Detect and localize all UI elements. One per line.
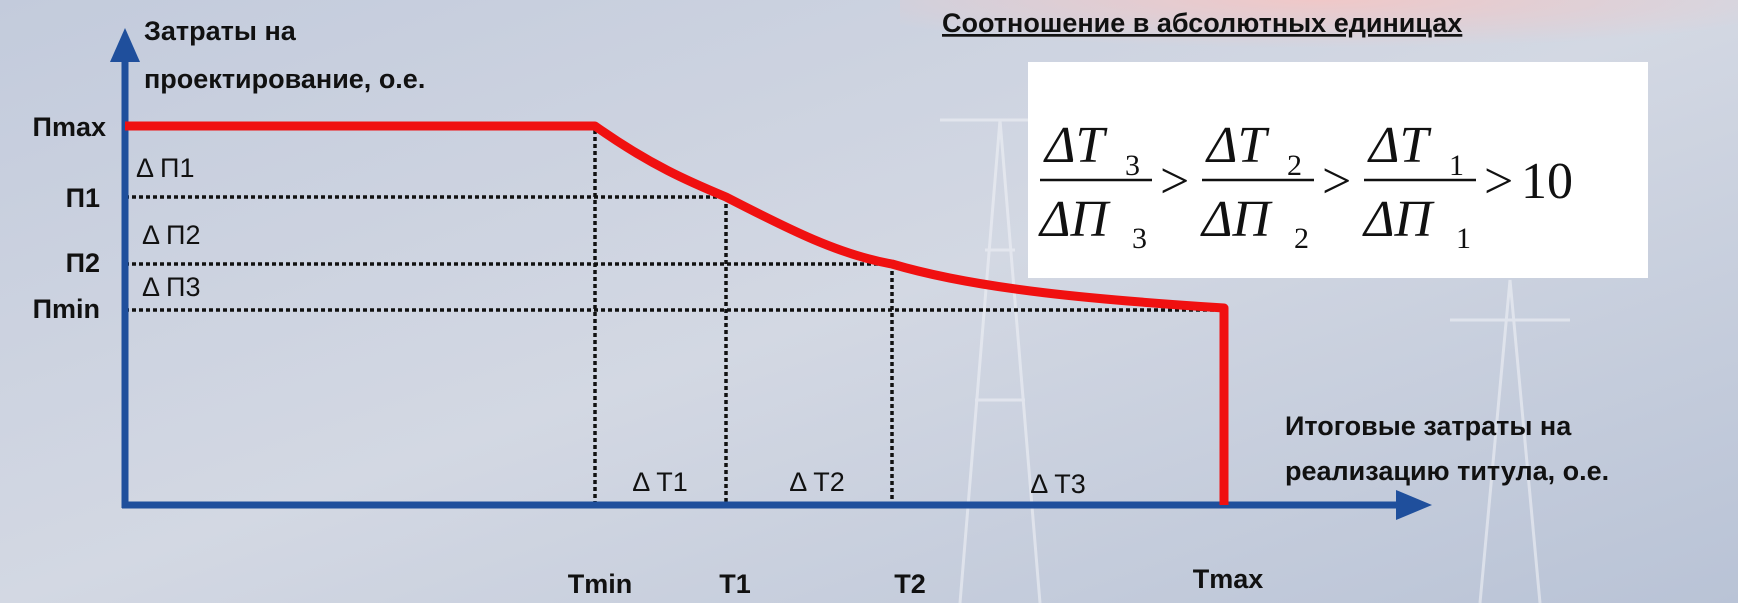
subscript: 3 — [1132, 222, 1147, 255]
relation: > — [1484, 153, 1513, 210]
x-level: T2 — [894, 569, 926, 599]
x-level: T1 — [719, 569, 751, 599]
subscript: 1 — [1456, 222, 1471, 255]
numerator: ΔT — [1205, 117, 1270, 174]
x-axis-label: реализацию титула, о.е. — [1285, 456, 1609, 486]
x-level: Tmin — [568, 569, 633, 599]
y-level: Пmax — [33, 112, 106, 142]
numerator: ΔT — [1367, 117, 1432, 174]
x-axis-label: Итоговые затраты на — [1285, 411, 1572, 441]
y-delta: Δ П3 — [142, 272, 200, 302]
relation: > — [1160, 153, 1189, 210]
y-axis-label: проектирование, о.е. — [144, 64, 425, 94]
y-axis-label: Затраты на — [144, 16, 297, 46]
x-delta: Δ T1 — [632, 467, 688, 497]
numerator: ΔT — [1043, 117, 1108, 174]
denominator: ΔП — [1362, 191, 1436, 248]
y-delta: Δ П2 — [142, 220, 200, 250]
y-level: П1 — [66, 183, 100, 213]
y-delta: Δ П1 — [136, 153, 194, 183]
relation: > — [1322, 153, 1351, 210]
denominator: ΔП — [1200, 191, 1274, 248]
denominator: ΔП — [1038, 191, 1112, 248]
subscript: 3 — [1125, 149, 1140, 182]
subscript: 2 — [1294, 222, 1309, 255]
bound: 10 — [1521, 153, 1573, 210]
x-delta: Δ T3 — [1030, 469, 1086, 499]
x-delta: Δ T2 — [789, 467, 845, 497]
title: Соотношение в абсолютных единицах — [942, 8, 1462, 38]
subscript: 2 — [1287, 149, 1302, 182]
y-level: Пmin — [33, 294, 100, 324]
x-level: Tmax — [1193, 564, 1264, 594]
y-level: П2 — [66, 248, 100, 278]
diagram: Затраты на проектирование, о.е. Итоговые… — [0, 0, 1738, 603]
subscript: 1 — [1449, 149, 1464, 182]
